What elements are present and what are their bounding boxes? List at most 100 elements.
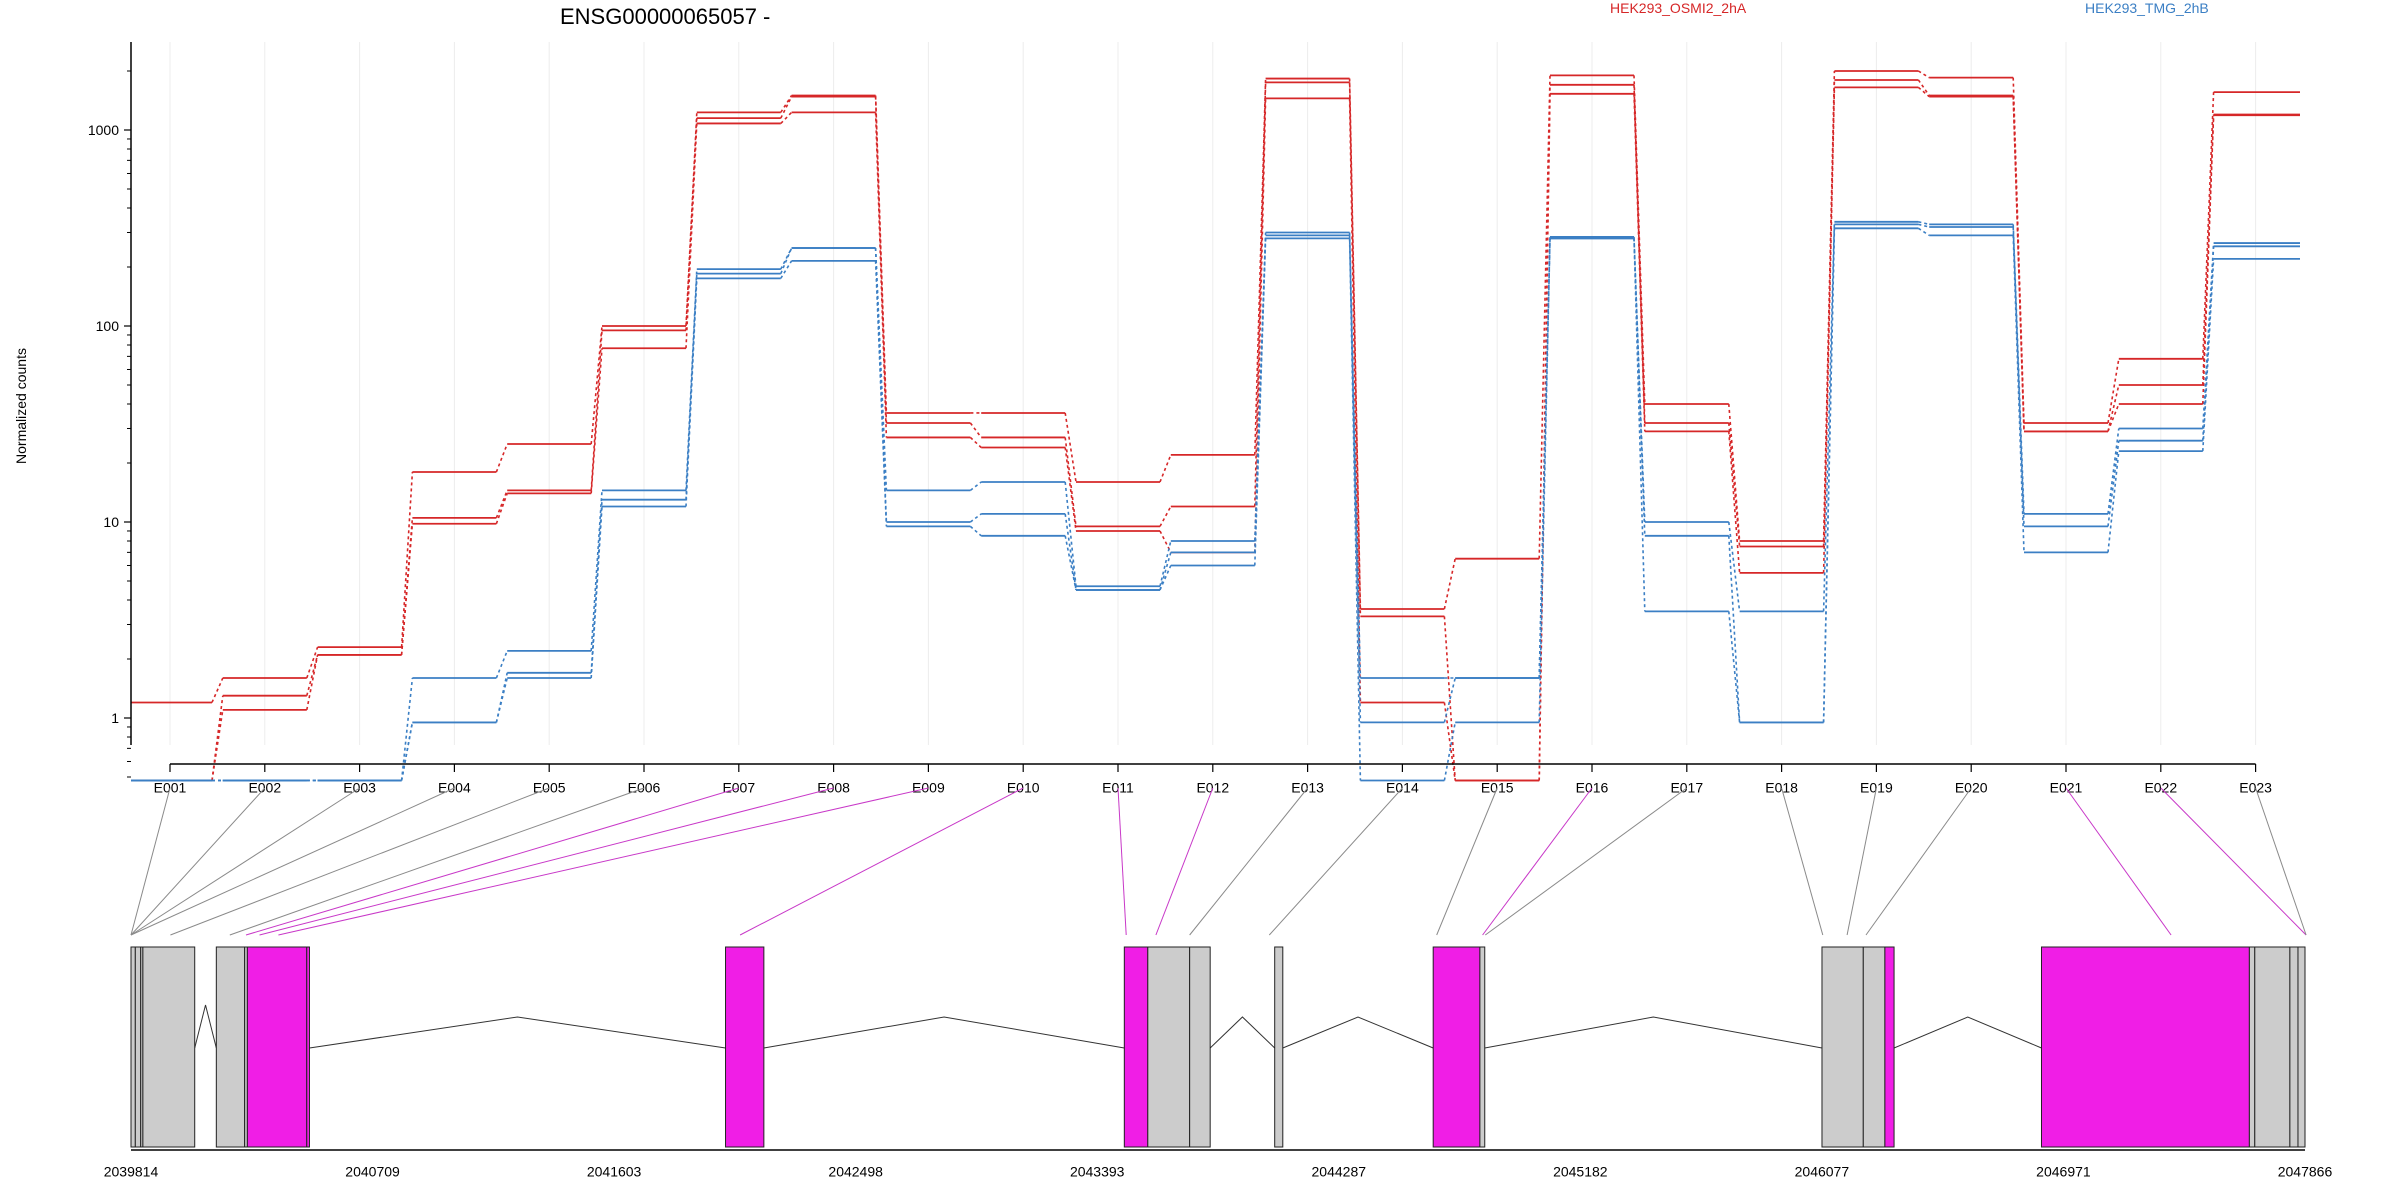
series-transition [1633, 93, 1646, 432]
series-transition [1728, 422, 1741, 547]
exon-box [215, 946, 246, 1148]
intron-line [1893, 1016, 2042, 1049]
y-tick-label: 10 [103, 514, 119, 530]
exon-box [130, 946, 136, 1148]
series-transition [780, 247, 793, 270]
series-transition [1728, 611, 1741, 723]
vertical-gridlines [169, 42, 2257, 745]
series-transition [780, 260, 793, 279]
exon-connector [2160, 787, 2307, 936]
exon-box [246, 946, 308, 1148]
series-transition [969, 436, 982, 449]
series-transition [1443, 558, 1456, 610]
series-transition [400, 677, 414, 781]
exon-box [1821, 946, 1864, 1148]
x-tick-label: E005 [533, 779, 566, 795]
gene-model: 2039814 2040709 2041603 2042498 2043393 20442… [104, 946, 2333, 1179]
series-transition [969, 481, 982, 492]
exon-box [1884, 946, 1895, 1148]
exon-box [1862, 946, 1886, 1148]
series-transition [400, 722, 414, 781]
series-transition [1159, 552, 1172, 591]
y-tick-label: 1000 [88, 122, 119, 138]
exon-connector [130, 787, 266, 936]
series-transition [2107, 384, 2120, 432]
series-transition [590, 490, 603, 651]
y-tick-label: 100 [96, 318, 120, 334]
x-tick-label: E007 [722, 779, 755, 795]
series-transition [590, 330, 603, 491]
series-transition [1633, 84, 1646, 424]
x-tick-label: E021 [2050, 779, 2083, 795]
coordinate-tick-label: 2046971 [2036, 1163, 2091, 1179]
series-transition [1064, 481, 1077, 587]
series-line [131, 86, 2300, 782]
series-transition [400, 523, 414, 655]
x-tick-label: E020 [1955, 779, 1988, 795]
series-transition [306, 654, 319, 696]
exon-connector [1436, 787, 1498, 936]
exon-box [1479, 946, 1486, 1148]
exon-box [1147, 946, 1191, 1148]
x-tick-label: E016 [1576, 779, 1609, 795]
exon-connector [1846, 787, 1877, 936]
series-transition [211, 677, 224, 703]
x-tick-label: E022 [2144, 779, 2177, 795]
x-tick-label: E019 [1860, 779, 1893, 795]
exon-connector [278, 787, 929, 936]
exon-box [1189, 946, 1211, 1148]
coordinate-tick-label: 2045182 [1553, 1163, 1608, 1179]
series-lines [131, 70, 2300, 782]
exon-box [2040, 946, 2250, 1148]
x-tick-label: E008 [817, 779, 850, 795]
exon-box [1123, 946, 1149, 1148]
x-tick-label: E013 [1291, 779, 1324, 795]
series-transition [1348, 98, 1362, 703]
exon-connector [1781, 787, 1824, 936]
series-transition [2107, 440, 2120, 527]
exon-box [2297, 946, 2306, 1148]
exon-box [142, 946, 196, 1148]
series-transition [685, 123, 698, 349]
series-transition [1348, 238, 1362, 781]
series-line [131, 220, 2300, 782]
legend-entry-tmg: HEK293_TMG_2hB [2085, 0, 2209, 16]
coordinate-tick-label: 2039814 [104, 1163, 159, 1179]
series-transition [1822, 87, 1836, 573]
series-transition [1159, 565, 1172, 591]
series-transition [1159, 506, 1172, 527]
series-transition [2202, 92, 2215, 359]
series-transition [1918, 223, 1930, 228]
series-transition [1254, 98, 1267, 553]
series-transition [874, 112, 888, 438]
series-transition [2012, 226, 2025, 527]
series-transition [874, 247, 888, 523]
series-transition [1917, 70, 1930, 79]
series-transition [780, 96, 793, 119]
x-tick-label: E002 [248, 779, 281, 795]
series-transition [1443, 677, 1456, 723]
series-transition [1728, 431, 1741, 573]
exon-connector [1268, 787, 1403, 936]
series-transition [1348, 82, 1362, 617]
coordinate-tick-label: 2047866 [2278, 1163, 2333, 1179]
series-transition [1064, 447, 1077, 532]
exon-connector [1155, 787, 1214, 936]
series-transition [1254, 238, 1267, 566]
intron-line [763, 1016, 1125, 1049]
exon-box [2248, 946, 2256, 1148]
exon-connector [130, 787, 455, 936]
series-transition [1728, 535, 1741, 723]
series-transition [1064, 412, 1077, 483]
series-transition [590, 348, 603, 494]
series-transition [874, 260, 888, 527]
exon-connector [130, 787, 360, 936]
series-transition [1538, 236, 1551, 679]
series-line [131, 70, 2300, 704]
series-transition [780, 111, 793, 125]
x-tick-label: E003 [343, 779, 376, 795]
exon-box [134, 946, 142, 1148]
intron-line [1209, 1016, 1276, 1049]
